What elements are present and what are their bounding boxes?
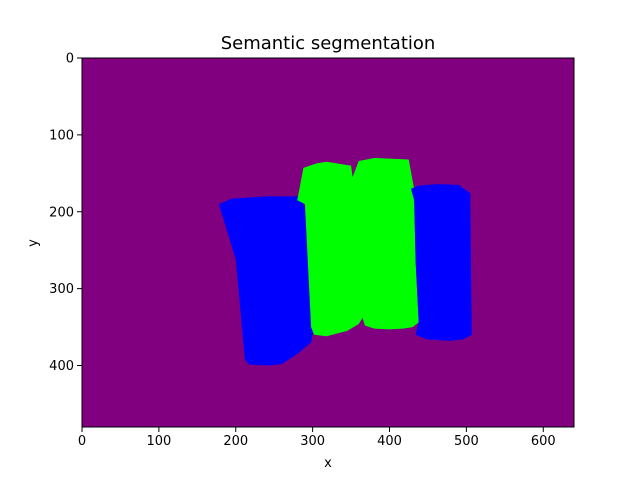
y-tick-label: 100: [49, 128, 74, 143]
x-tick-label: 400: [377, 434, 402, 449]
x-tick-label: 100: [146, 434, 171, 449]
plot-area: [81, 57, 575, 428]
y-axis-label: y: [26, 239, 41, 247]
x-tick-label: 200: [223, 434, 248, 449]
y-tick-label: 300: [49, 282, 74, 297]
y-tick-label: 0: [66, 52, 74, 67]
x-tick-label: 500: [454, 434, 479, 449]
x-tick-label: 600: [531, 434, 556, 449]
y-axis-ticks: 0 100 200 300 400: [49, 52, 82, 374]
x-tick-label: 300: [300, 434, 325, 449]
plot-frame: [81, 57, 575, 428]
segment-region-3: [411, 184, 472, 341]
x-axis-label: x: [324, 456, 332, 471]
x-axis-ticks: 0 100 200 300 400 500 600: [78, 427, 556, 449]
segment-region-2: [297, 157, 419, 337]
segment-region-1: [218, 196, 315, 366]
chart-title: Semantic segmentation: [221, 33, 436, 54]
y-tick-label: 400: [49, 359, 74, 374]
y-tick-label: 200: [49, 205, 74, 220]
x-tick-label: 0: [78, 434, 86, 449]
